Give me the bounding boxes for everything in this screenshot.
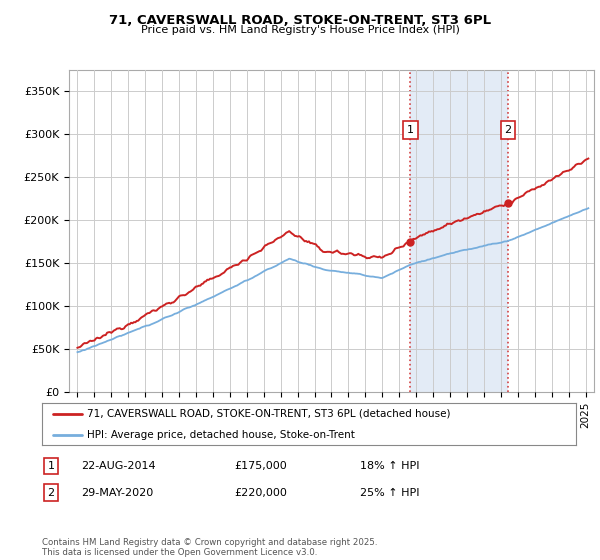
Text: £175,000: £175,000: [234, 461, 287, 471]
Text: 1: 1: [47, 461, 55, 471]
Text: 29-MAY-2020: 29-MAY-2020: [81, 488, 153, 498]
Text: 2: 2: [47, 488, 55, 498]
Text: 71, CAVERSWALL ROAD, STOKE-ON-TRENT, ST3 6PL: 71, CAVERSWALL ROAD, STOKE-ON-TRENT, ST3…: [109, 14, 491, 27]
Text: 22-AUG-2014: 22-AUG-2014: [81, 461, 155, 471]
Text: 1: 1: [407, 125, 414, 135]
Text: 18% ↑ HPI: 18% ↑ HPI: [360, 461, 419, 471]
Text: 71, CAVERSWALL ROAD, STOKE-ON-TRENT, ST3 6PL (detached house): 71, CAVERSWALL ROAD, STOKE-ON-TRENT, ST3…: [88, 409, 451, 419]
Text: Price paid vs. HM Land Registry's House Price Index (HPI): Price paid vs. HM Land Registry's House …: [140, 25, 460, 35]
Text: Contains HM Land Registry data © Crown copyright and database right 2025.
This d: Contains HM Land Registry data © Crown c…: [42, 538, 377, 557]
Text: 25% ↑ HPI: 25% ↑ HPI: [360, 488, 419, 498]
Text: £220,000: £220,000: [234, 488, 287, 498]
Text: HPI: Average price, detached house, Stoke-on-Trent: HPI: Average price, detached house, Stok…: [88, 430, 355, 440]
Bar: [410, 70, 508, 392]
Text: 2: 2: [505, 125, 512, 135]
